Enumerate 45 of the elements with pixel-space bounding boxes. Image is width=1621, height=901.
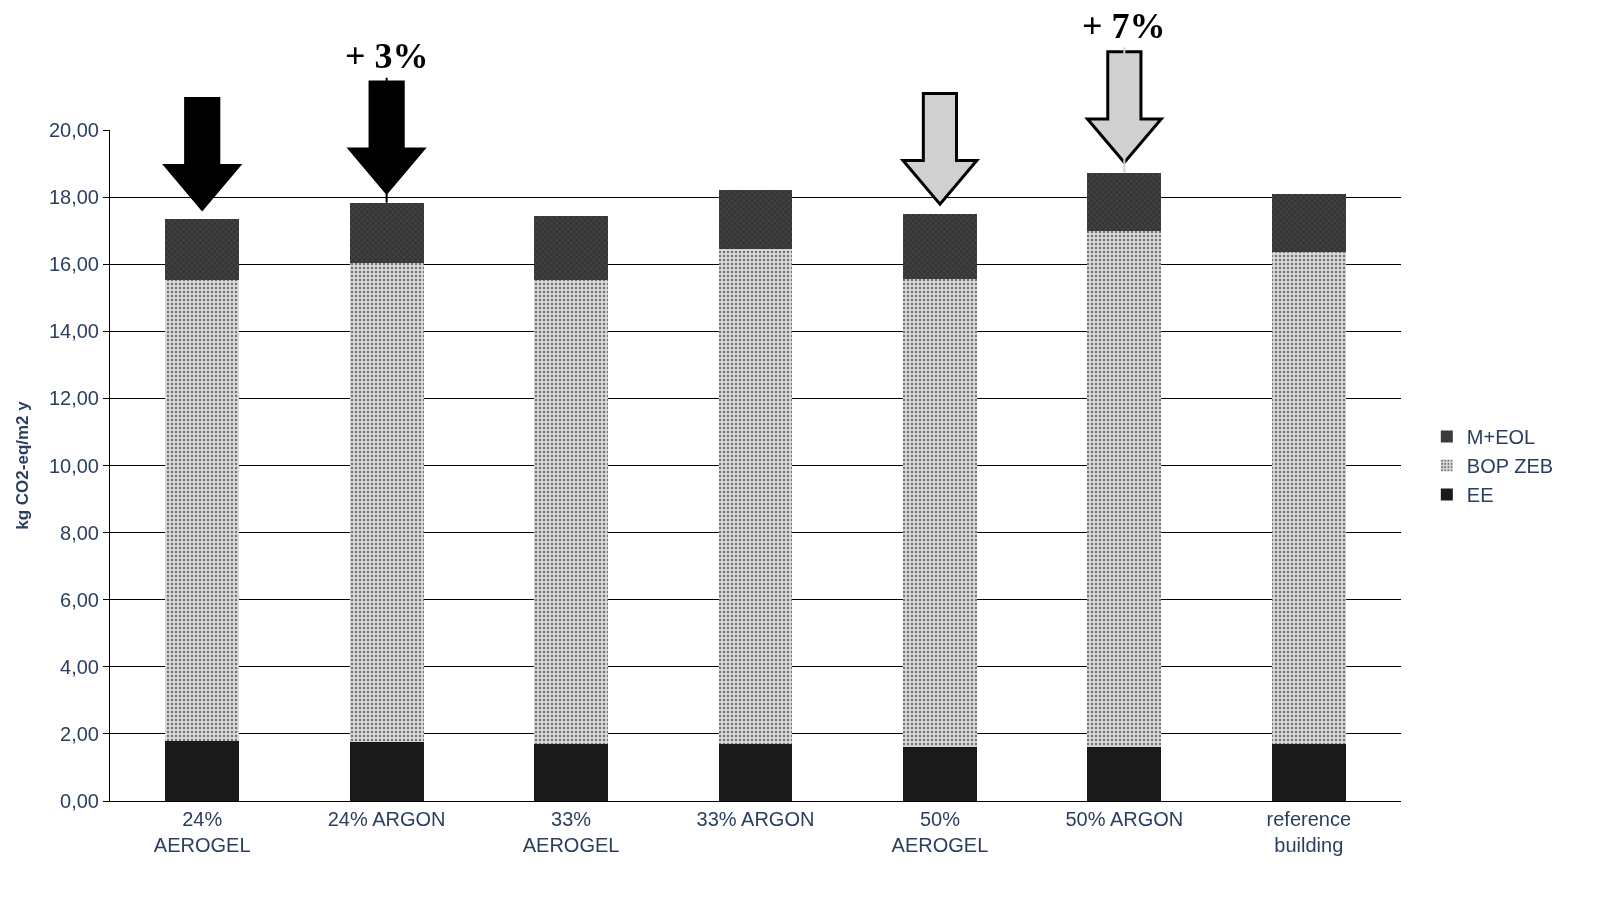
x-tick-label: 24% ARGON: [327, 808, 446, 830]
y-tick-label: 2,00: [60, 722, 99, 745]
x-tick-label: 33% AEROGEL: [522, 808, 620, 856]
x-tick-label: 33% ARGON: [696, 808, 815, 830]
bar: [534, 279, 608, 744]
bar: [165, 219, 240, 280]
bar: [349, 202, 424, 263]
bar: [903, 278, 977, 747]
bar: [1271, 194, 1346, 253]
y-tick-label: 0,00: [60, 790, 99, 812]
bar: [718, 743, 793, 801]
x-tick-label: 50% AEROGEL: [891, 808, 989, 856]
annotation: + 3%: [345, 36, 429, 76]
bar: [165, 279, 240, 741]
bar: [903, 746, 977, 801]
y-tick-label: 6,00: [60, 588, 99, 611]
y-tick-label: 16,00: [48, 253, 99, 276]
y-tick-label: 12,00: [48, 387, 99, 410]
bar: [718, 249, 793, 744]
annotation: + 7%: [1082, 6, 1166, 46]
bar: [349, 741, 424, 801]
text: M+EOL: [1466, 426, 1536, 449]
bar: [903, 214, 977, 279]
y-tick-label: 4,00: [60, 655, 99, 678]
x-tick-label: 24% AEROGEL: [153, 808, 251, 856]
y-tick-label: 14,00: [48, 320, 99, 343]
x-tick-label: 50% ARGON: [1065, 808, 1184, 830]
y-tick-label: 8,00: [60, 521, 99, 544]
y-tick-label: 20,00: [48, 119, 99, 141]
y-tick-label: 10,00: [48, 454, 99, 477]
x-tick-label: reference building: [1266, 808, 1352, 856]
y-axis-title: kg CO2-eq/m2 y: [13, 400, 33, 530]
bar: [349, 262, 424, 742]
bar: [1087, 230, 1162, 747]
bar: [1087, 172, 1162, 231]
bar: [1271, 252, 1346, 744]
y-tick-label: 18,00: [48, 186, 99, 209]
bar: [1087, 746, 1162, 801]
text: BOP ZEB: [1466, 455, 1554, 478]
bar: [165, 740, 240, 801]
bar: [534, 216, 608, 280]
legend-label: EE: [1466, 484, 1494, 507]
bar: [718, 190, 793, 250]
bar: [534, 743, 608, 801]
bar: [1271, 743, 1346, 801]
